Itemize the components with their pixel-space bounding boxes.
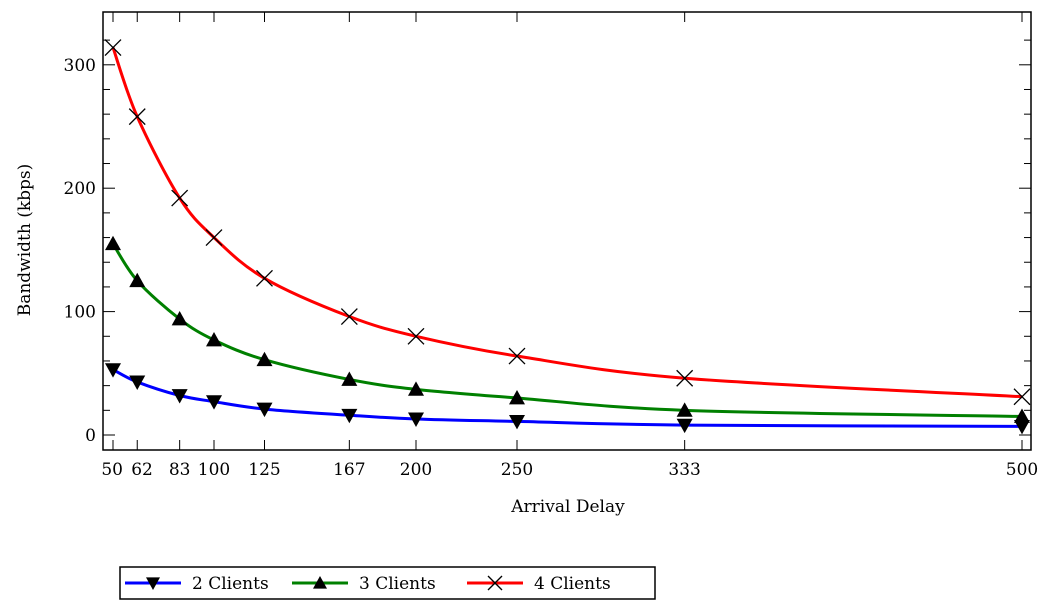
point-marker [408,412,424,427]
legend-box [119,566,656,600]
x-tick-label: 200 [400,460,432,480]
y-tick-label: 300 [64,56,96,76]
point-marker [146,577,160,590]
point-marker [1014,408,1030,423]
point-marker [407,327,425,345]
x-tick-label: 62 [131,460,153,480]
point-marker [1014,419,1030,435]
point-marker [1013,388,1031,406]
y-axis-title: Bandwidth (kbps) [15,164,35,317]
legend-item: 3 Clients [292,574,436,594]
x-tick-label: 125 [248,460,280,480]
point-marker [340,308,358,325]
axes: 0 100 200 300 50 62 83 100 125 167 200 250 333 500 [64,11,1038,480]
legend-label: 3 Clients [359,574,436,594]
marker-stroke [407,327,425,345]
legend-item: 2 Clients [125,574,269,594]
marker-stroke [104,39,122,56]
point-marker [206,395,222,410]
point-marker [104,39,122,56]
marker-stroke [487,575,503,591]
x-axis-title: Arrival Delay [510,497,625,517]
marker-stroke [256,269,273,287]
x-tick-label: 83 [169,460,191,480]
point-marker [676,402,693,417]
point-marker [171,311,188,326]
marker-stroke [340,308,358,325]
x-tick-label: 333 [668,460,700,480]
point-marker [676,369,694,387]
point-marker [508,347,526,365]
point-marker [206,331,222,347]
legend: 2 Clients 3 Clients 4 Clients [119,566,656,600]
series-4-clients [104,39,1031,406]
x-tick-label: 167 [333,460,365,480]
series-3-clients [105,235,1030,423]
marker-stroke [676,369,694,387]
point-marker [105,235,121,251]
point-marker [129,272,146,288]
point-marker [341,371,358,386]
marker-stroke [508,347,526,365]
point-marker [408,381,424,396]
point-marker [256,351,273,367]
marker-stroke [128,108,146,126]
point-marker [487,575,503,591]
plot-frame [102,11,1032,451]
legend-label: 4 Clients [534,574,611,594]
marker-stroke [1013,388,1031,406]
x-tick-label: 100 [198,460,230,480]
point-marker [205,229,223,247]
point-marker [171,389,188,404]
x-tick-label: 50 [101,460,123,480]
point-marker [509,415,525,430]
point-marker [256,269,273,287]
marker-stroke [171,189,189,207]
series-2-clients [105,363,1030,435]
series-group [104,39,1031,435]
series-line [112,368,1023,428]
point-marker [676,418,693,434]
point-marker [256,402,273,418]
x-tick-label: 250 [501,460,533,480]
x-tick-label: 500 [1006,460,1038,480]
point-marker [313,576,327,589]
legend-label: 2 Clients [192,574,269,594]
marker-stroke [205,229,223,247]
y-tick-label: 0 [85,426,96,446]
point-marker [105,363,121,378]
point-marker [128,108,146,126]
point-marker [509,389,525,405]
point-marker [341,408,358,424]
series-line [111,47,1023,399]
point-marker [129,375,146,390]
point-marker [171,189,189,207]
legend-item: 4 Clients [467,574,611,594]
y-tick-label: 100 [64,303,96,323]
y-tick-label: 200 [64,179,96,199]
